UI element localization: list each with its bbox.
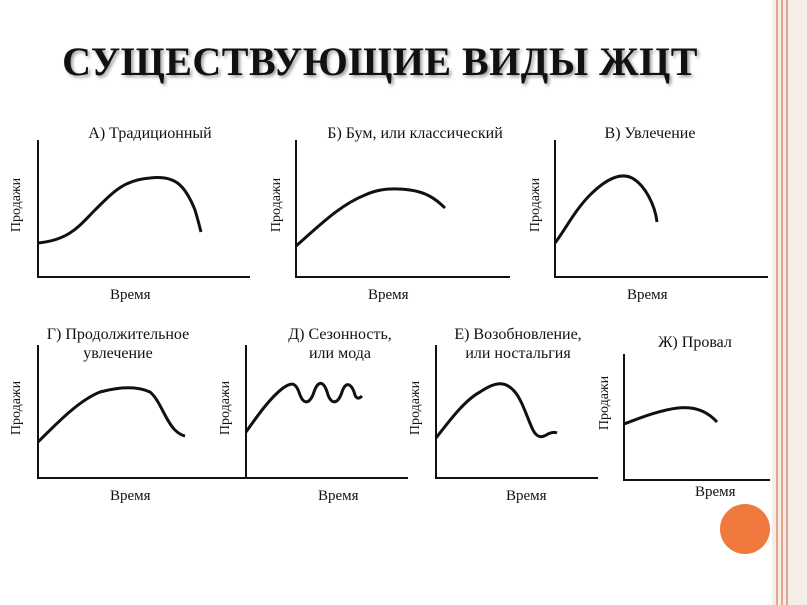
curve: [553, 174, 659, 244]
panel-title-line2: или мода: [308, 345, 371, 362]
frame-line: [786, 0, 788, 605]
decorative-circle: [720, 504, 770, 554]
curve: [623, 406, 719, 426]
axes: [435, 345, 598, 479]
curve: [37, 175, 203, 245]
panel-title: Б) Бум, или классический: [327, 125, 503, 142]
y-axis-label: Продажи: [597, 375, 613, 431]
slide-title: СУЩЕСТВУЮЩИЕ ВИДЫ ЖЦТ: [62, 39, 698, 84]
curve: [244, 381, 364, 433]
frame-line: [776, 0, 778, 605]
axes: [37, 140, 250, 278]
curve: [434, 382, 558, 439]
axes: [554, 140, 768, 278]
frame-line: [781, 0, 783, 605]
panel-title-line2: увлечение: [83, 345, 153, 362]
x-axis-label: Время: [627, 287, 668, 303]
panel-title: Ж) Провал: [658, 334, 732, 351]
axes: [245, 345, 408, 479]
curve: [295, 187, 447, 248]
panel-title-line2: или ностальгия: [465, 345, 571, 362]
axes: [37, 345, 250, 479]
panel-title-line1: Г) Продолжительное: [46, 326, 190, 343]
curve: [36, 386, 186, 444]
x-axis-label: Время: [110, 287, 151, 303]
axes: [623, 354, 770, 481]
x-axis-label: Время: [368, 287, 409, 303]
panel-title-line1: Д) Сезонность,: [288, 326, 392, 343]
x-axis-label: Время: [695, 484, 736, 500]
x-axis-label: Время: [110, 488, 151, 504]
x-axis-label: Время: [318, 488, 359, 504]
x-axis-label: Время: [506, 488, 547, 504]
panel-title: А) Традиционный: [88, 125, 212, 142]
panel-title: В) Увлечение: [604, 125, 696, 142]
panel-title-line1: Е) Возобновление,: [454, 326, 582, 343]
axes: [295, 140, 510, 278]
